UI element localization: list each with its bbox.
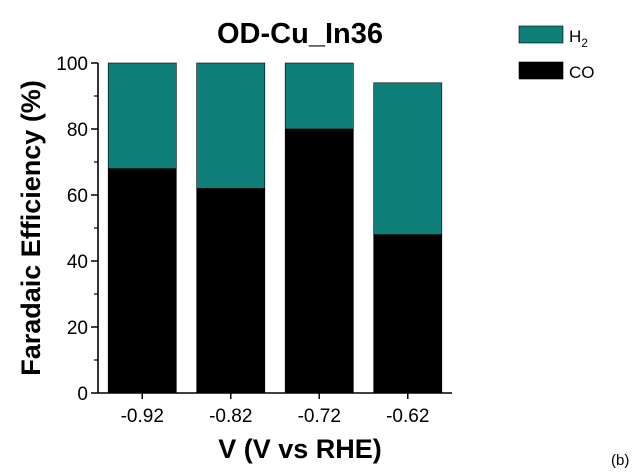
y-tick-label-20: 20 bbox=[67, 318, 88, 339]
bar-h2-4 bbox=[373, 82, 443, 235]
y-tick-label-40: 40 bbox=[67, 252, 88, 273]
bar-h2-3 bbox=[284, 62, 354, 130]
x-tick-label-3: -0.72 bbox=[298, 406, 341, 427]
axes-layer: -0.92 -0.82 -0.72 -0.62 0 20 40 60 80 100 bbox=[56, 54, 452, 427]
bar-h2-2 bbox=[196, 62, 266, 189]
legend-swatch-1 bbox=[518, 25, 564, 44]
y-tick-label-60: 60 bbox=[67, 186, 88, 207]
x-tick-label-1: -0.92 bbox=[121, 406, 164, 427]
legend-label-1: H2 bbox=[569, 27, 588, 50]
y-axis-label: Faradaic Efficiency (%) bbox=[16, 80, 46, 376]
legend: H2 CO bbox=[518, 25, 595, 82]
bar-co-2 bbox=[196, 188, 266, 394]
y-tick-label-0: 0 bbox=[77, 384, 88, 405]
bar-co-3 bbox=[284, 128, 354, 394]
chart-title: OD-Cu_In36 bbox=[217, 18, 383, 50]
legend-label-2: CO bbox=[569, 63, 595, 82]
bar-h2-1 bbox=[107, 62, 177, 169]
y-tick-label-80: 80 bbox=[67, 120, 88, 141]
bar-co-4 bbox=[373, 234, 443, 394]
x-tick-label-2: -0.82 bbox=[209, 406, 252, 427]
y-tick-label-100: 100 bbox=[56, 54, 88, 75]
x-axis-label: V (V vs RHE) bbox=[218, 434, 382, 464]
x-tick-label-4: -0.62 bbox=[386, 406, 429, 427]
panel-label: (b) bbox=[611, 452, 629, 468]
legend-swatch-2 bbox=[518, 61, 564, 80]
bar-co-1 bbox=[107, 168, 177, 394]
bars-layer bbox=[107, 62, 443, 394]
